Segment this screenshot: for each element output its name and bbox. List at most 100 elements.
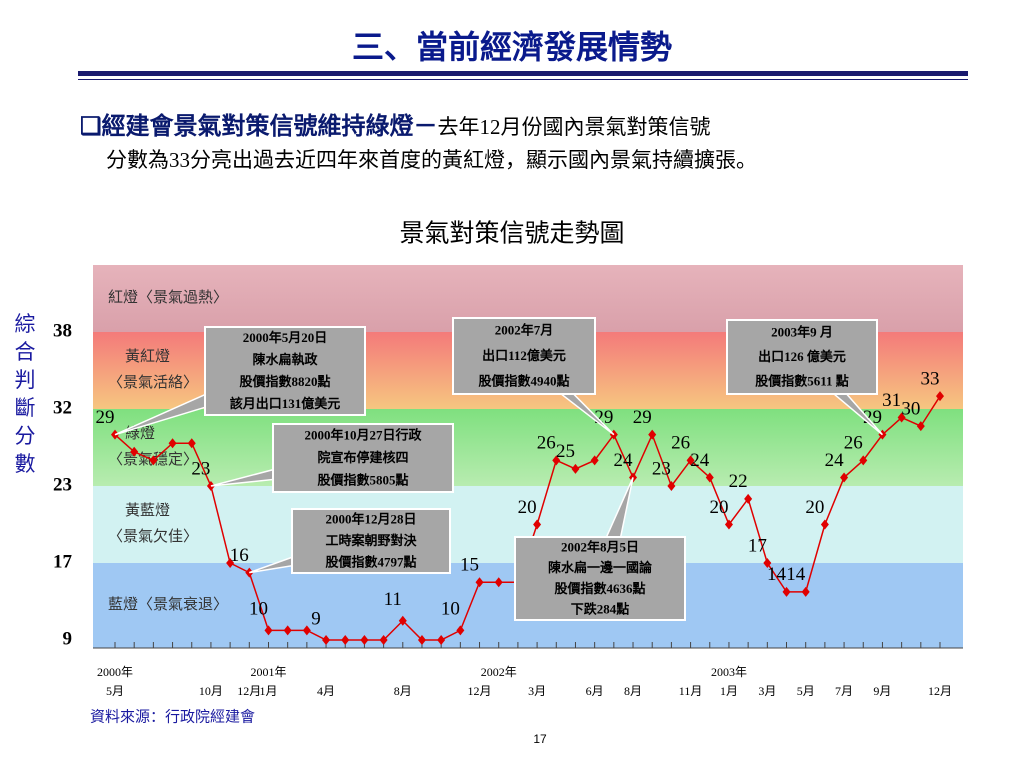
y-tick-label: 9 [63,628,73,649]
callout-text: 出口126 億美元 [758,349,846,364]
callout-text: 股價指數8820點 [239,374,330,389]
x-tick-label: 7月 [835,684,853,698]
callout-box [726,319,878,395]
lead: 經建會景氣對策信號維持綠燈－ [101,114,438,140]
x-tick-label: 1月 [259,684,277,698]
data-label: 25 [556,441,575,462]
callout-text: 股價指數4940點 [478,373,569,388]
marker [724,519,733,530]
zone-label: 紅燈〈景氣過熱〉 [108,289,228,306]
page-number: 17 [533,732,547,746]
x-tick-label: 4月 [317,684,335,698]
x-tick-label: 12月 [237,684,261,698]
text: 去年12月份國內景氣對策信號 [437,115,711,139]
y-tick-label: 23 [53,474,72,495]
callout-text: 股價指數4797點 [325,554,416,569]
text: 分數為33分亮出過去近四年來首度的黃紅燈，顯示國內景氣持續擴張。 [106,148,757,172]
marker [360,635,369,645]
callout-box [204,326,366,416]
y-axis-label-char: 數 [15,452,36,476]
callout-text: 2002年7月 [495,323,554,338]
data-label: 23 [652,458,671,479]
data-label: 26 [671,433,690,454]
callout-text: 出口112億美元 [482,348,566,363]
year-label: 2003年 [711,665,747,679]
data-label: 10 [249,599,268,620]
bullet: ❑ [80,114,102,140]
data-label: 24 [825,450,845,471]
marker [571,463,580,474]
marker [494,577,503,588]
marker [417,635,426,645]
zone [93,409,963,486]
zone-label: 〈景氣欠佳〉 [108,528,198,545]
title-rule-thin [78,79,968,80]
marker [648,429,657,440]
data-label: 24 [690,450,710,471]
y-tick-label: 32 [53,397,72,418]
marker [763,558,772,568]
x-tick-label: 8月 [624,684,642,698]
data-label: 30 [901,398,920,419]
x-tick-label: 5月 [106,684,124,698]
marker [859,455,868,466]
data-label: 20 [709,497,728,518]
data-label: 20 [805,497,824,518]
data-label: 23 [191,458,210,479]
data-label: 11 [384,589,402,610]
callout-box [514,536,686,621]
y-tick-label: 38 [53,320,72,341]
marker [283,625,292,636]
callout-text: 2002年8月5日 [561,539,639,554]
marker [341,635,350,645]
marker [705,472,714,483]
x-tick-label: 5月 [797,684,815,698]
y-tick-label: 17 [53,551,73,572]
data-label: 16 [230,545,249,566]
data-label: 10 [441,599,460,620]
data-label: 33 [921,369,940,390]
data-label: 15 [460,555,479,576]
marker [916,421,925,432]
marker [379,635,388,645]
data-label: 17 [748,535,767,556]
data-label: 26 [844,433,863,454]
zone-label: 〈景氣活絡〉 [108,374,198,391]
x-tick-label: 12月 [928,684,952,698]
marker [820,519,829,530]
x-tick-label: 3月 [528,684,546,698]
data-label: 24 [614,450,634,471]
callout-text: 2000年10月27日行政 [304,427,422,442]
marker [322,635,331,645]
bullet-line: ❑經建會景氣對策信號維持綠燈－去年12月份國內景氣對策信號 [80,106,711,141]
chart-title: 景氣對策信號走勢圖 [399,220,624,248]
marker [475,577,484,588]
year-label: 2002年 [481,665,517,679]
marker [533,519,542,530]
data-label: 22 [729,471,748,492]
data-label: 26 [537,433,556,454]
marker [782,586,791,597]
y-axis-label-char: 綜 [15,312,36,336]
x-tick-label: 12月 [468,684,492,698]
callout-text: 下跌284點 [571,602,630,617]
marker [149,455,158,466]
marker [667,481,676,491]
marker [897,412,906,423]
callout-text: 院宣布停建核四 [317,450,408,465]
x-tick-label: 8月 [394,684,412,698]
title-rule [78,71,968,76]
marker [437,635,446,645]
marker [168,438,177,449]
callout-text: 2003年9 月 [771,324,833,339]
marker [686,455,695,466]
callout-text: 股價指數5611 點 [755,374,849,389]
marker [456,625,465,636]
callout-text: 陳水扁一邊一國論 [548,560,653,575]
x-tick-label: 6月 [586,684,604,698]
data-label: 14 [786,564,806,585]
callout-text: 股價指數4636點 [554,581,645,596]
y-axis-label-char: 判 [15,368,36,392]
source: 資料來源：行政院經建會 [90,707,255,725]
